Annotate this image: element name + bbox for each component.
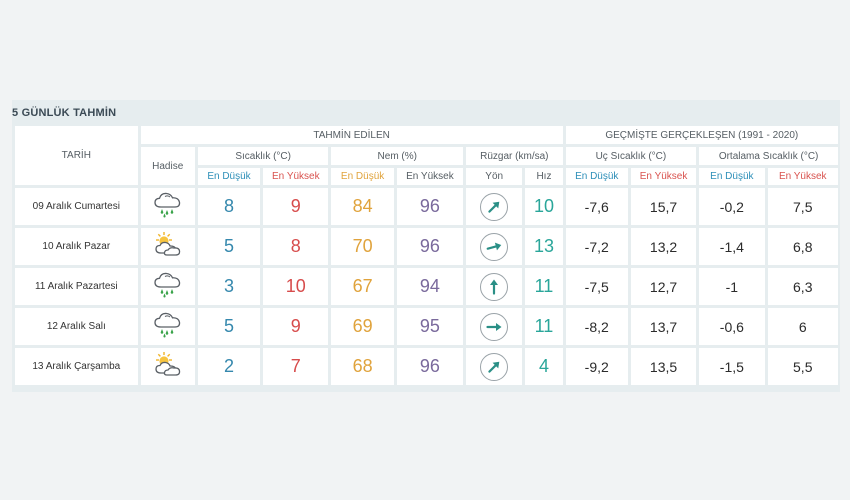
humidity-header: Nem (%) [331, 147, 464, 165]
day-row: 12 Aralık Salı 5 9 69 95 11 -8,2 13,7 -0… [15, 308, 838, 345]
humidity-low-cell: 69 [331, 308, 394, 345]
humidity-low-cell: 67 [331, 268, 394, 305]
temp-high-cell: 7 [263, 348, 329, 385]
date-cell: 12 Aralık Salı [15, 308, 138, 345]
temp-high-cell: 10 [263, 268, 329, 305]
temp-low-cell: 2 [197, 348, 261, 385]
avg-low-cell: -1 [699, 268, 765, 305]
date-cell: 13 Aralık Çarşamba [15, 348, 138, 385]
wind-speed-cell: 11 [525, 308, 563, 345]
extreme-high-header: En Yüksek [630, 168, 697, 185]
humidity-high-cell: 94 [396, 268, 464, 305]
panel-title: 5 GÜNLÜK TAHMİN [12, 107, 117, 119]
forecast-group-header: TAHMİN EDİLEN [140, 126, 563, 144]
avg-high-cell: 7,5 [767, 188, 838, 225]
humidity-high-cell: 96 [396, 348, 464, 385]
humidity-low-header: En Düşük [331, 168, 394, 185]
wind-direction-cell [466, 228, 523, 265]
cloud-rain-icon [152, 190, 184, 223]
wind-speed-cell: 4 [525, 348, 563, 385]
humidity-high-cell: 96 [396, 228, 464, 265]
temp-low-header: En Düşük [197, 168, 261, 185]
extreme-high-cell: 13,5 [630, 348, 697, 385]
date-cell: 09 Aralık Cumartesi [15, 188, 138, 225]
avg-high-cell: 6,8 [767, 228, 838, 265]
day-row: 10 Aralık Pazar 5 8 70 96 13 -7,2 13,2 -… [15, 228, 838, 265]
extreme-low-cell: -7,2 [565, 228, 628, 265]
event-cell [140, 348, 195, 385]
avg-high-cell: 5,5 [767, 348, 838, 385]
date-cell: 11 Aralık Pazartesi [15, 268, 138, 305]
date-cell: 10 Aralık Pazar [15, 228, 138, 265]
wind-arrow-icon [480, 272, 509, 301]
humidity-low-cell: 68 [331, 348, 394, 385]
wind-speed-cell: 11 [525, 268, 563, 305]
extreme-high-cell: 15,7 [630, 188, 697, 225]
partly-sunny-icon [152, 350, 184, 383]
avg-low-cell: -1,4 [699, 228, 765, 265]
day-row: 13 Aralık Çarşamba 2 7 68 96 4 -9,2 13,5… [15, 348, 838, 385]
extreme-high-cell: 13,7 [630, 308, 697, 345]
wind-arrow-icon [480, 232, 509, 261]
avg-high-header: En Yüksek [767, 168, 838, 185]
humidity-high-cell: 95 [396, 308, 464, 345]
extreme-low-cell: -7,6 [565, 188, 628, 225]
temp-high-cell: 9 [263, 308, 329, 345]
temp-low-cell: 3 [197, 268, 261, 305]
humidity-low-cell: 70 [331, 228, 394, 265]
avg-low-cell: -1,5 [699, 348, 765, 385]
wind-direction-cell [466, 268, 523, 305]
history-group-header: GEÇMİŞTE GERÇEKLEŞEN (1991 - 2020) [565, 126, 838, 144]
day-row: 09 Aralık Cumartesi 8 9 84 96 10 -7,6 15… [15, 188, 838, 225]
avg-low-header: En Düşük [699, 168, 765, 185]
temp-header: Sıcaklık (°C) [197, 147, 329, 165]
event-header: Hadise [140, 147, 195, 185]
wind-direction-cell [466, 348, 523, 385]
wind-speed-cell: 10 [525, 188, 563, 225]
wind-arrow-icon [480, 352, 509, 381]
wind-arrow-icon [480, 312, 509, 341]
wind-direction-cell [466, 188, 523, 225]
humidity-high-header: En Yüksek [396, 168, 464, 185]
forecast-panel: 5 GÜNLÜK TAHMİN TARİH TAHMİN EDİLEN GEÇM… [12, 100, 840, 392]
extreme-low-cell: -8,2 [565, 308, 628, 345]
temp-low-cell: 8 [197, 188, 261, 225]
event-cell [140, 188, 195, 225]
extreme-high-cell: 13,2 [630, 228, 697, 265]
avg-low-cell: -0,2 [699, 188, 765, 225]
wind-direction-header: Yön [466, 168, 523, 185]
extreme-low-cell: -7,5 [565, 268, 628, 305]
humidity-low-cell: 84 [331, 188, 394, 225]
cloud-rain-icon [152, 310, 184, 343]
avg-high-cell: 6,3 [767, 268, 838, 305]
event-cell [140, 268, 195, 305]
extreme-temp-header: Uç Sıcaklık (°C) [565, 147, 697, 165]
wind-speed-header: Hız [525, 168, 563, 185]
wind-arrow-icon [480, 192, 509, 221]
event-cell [140, 228, 195, 265]
day-row: 11 Aralık Pazartesi 3 10 67 94 11 -7,5 1… [15, 268, 838, 305]
wind-header: Rüzgar (km/sa) [466, 147, 563, 165]
partly-sunny-icon [152, 230, 184, 263]
avg-low-cell: -0,6 [699, 308, 765, 345]
temp-high-header: En Yüksek [263, 168, 329, 185]
cloud-rain-icon [152, 270, 184, 303]
wind-direction-cell [466, 308, 523, 345]
forecast-table: TARİH TAHMİN EDİLEN GEÇMİŞTE GERÇEKLEŞEN… [12, 123, 841, 388]
date-header: TARİH [15, 126, 138, 185]
humidity-high-cell: 96 [396, 188, 464, 225]
temp-high-cell: 9 [263, 188, 329, 225]
avg-high-cell: 6 [767, 308, 838, 345]
avg-temp-header: Ortalama Sıcaklık (°C) [699, 147, 838, 165]
temp-high-cell: 8 [263, 228, 329, 265]
temp-low-cell: 5 [197, 308, 261, 345]
temp-low-cell: 5 [197, 228, 261, 265]
wind-speed-cell: 13 [525, 228, 563, 265]
extreme-low-cell: -9,2 [565, 348, 628, 385]
extreme-high-cell: 12,7 [630, 268, 697, 305]
event-cell [140, 308, 195, 345]
extreme-low-header: En Düşük [565, 168, 628, 185]
